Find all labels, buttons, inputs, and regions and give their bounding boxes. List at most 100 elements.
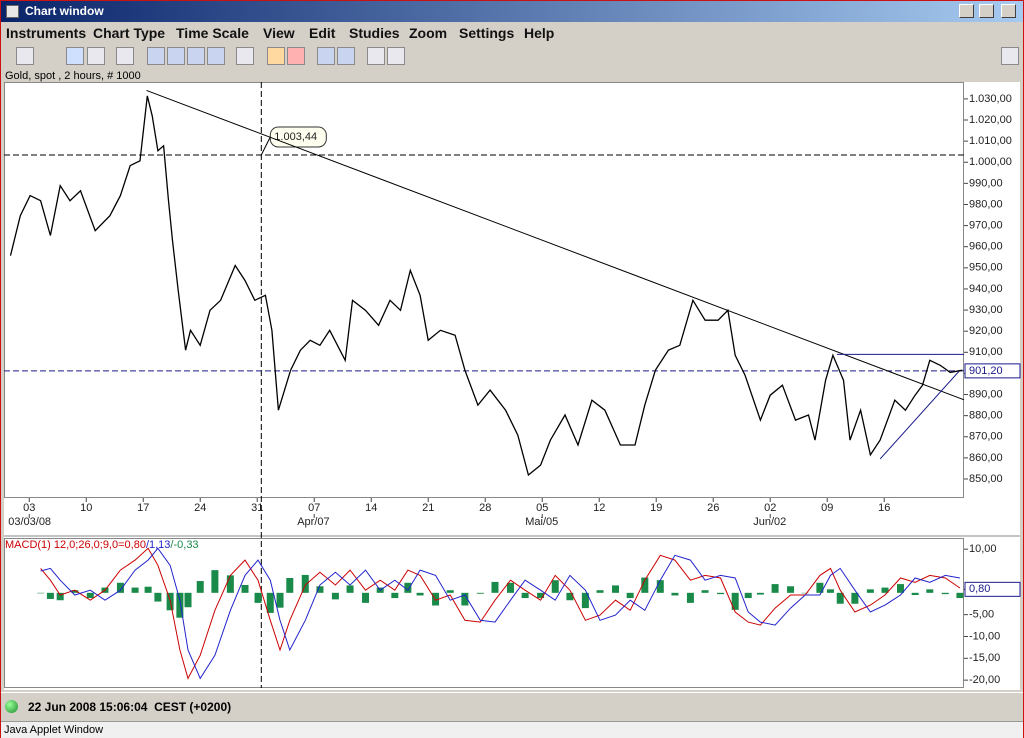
status-datetime: 22 Jun 2008 15:06:04 [28, 700, 148, 714]
histogram-bar [881, 587, 889, 593]
footer: Java Applet Window [1, 721, 1023, 738]
y-tick-label: 970,00 [969, 220, 1003, 232]
print-tool[interactable] [367, 47, 385, 65]
menu-item[interactable]: View [263, 25, 295, 41]
current-value-label: 0,80 [969, 583, 990, 595]
x-tick-label: 02 [764, 502, 776, 514]
histogram-bar [896, 584, 904, 593]
histogram-bar [612, 585, 620, 593]
x-tick-label: 09 [821, 502, 833, 514]
macd-title-part: /1,13 [146, 539, 170, 551]
grid-tool[interactable] [317, 47, 335, 65]
histogram-bar [346, 585, 354, 593]
histogram-bar [301, 574, 309, 593]
histogram-bar [717, 592, 725, 595]
histogram-bar [641, 577, 649, 593]
histogram-bar [56, 592, 64, 601]
histogram-bar [71, 590, 79, 593]
menu-item[interactable]: Instruments [6, 25, 87, 41]
histogram-bar [184, 592, 192, 608]
histogram-bar [787, 586, 795, 593]
y-tick-label: 920,00 [969, 325, 1003, 337]
x-tick-label: 07 [308, 502, 320, 514]
status-timezone: CEST (+0200) [154, 700, 232, 714]
x-month-label: Mai/05 [525, 516, 558, 528]
close-button[interactable] [1001, 4, 1016, 18]
histogram-bar [581, 592, 589, 609]
draw-tool[interactable] [267, 47, 285, 65]
histogram-bar [731, 592, 739, 610]
histogram-bar [826, 589, 834, 593]
menu-item[interactable]: Studies [349, 25, 400, 41]
y-tick-label: 870,00 [969, 431, 1003, 443]
status-bar: 22 Jun 2008 15:06:04 CEST (+0200) [1, 692, 1023, 721]
minimize-button[interactable] [959, 4, 974, 18]
zoom-out-tool[interactable] [87, 47, 105, 65]
histogram-bar [446, 590, 454, 593]
x-tick-label: 31 [251, 502, 263, 514]
x-tick-label: 19 [650, 502, 662, 514]
x-tick-label: 16 [878, 502, 890, 514]
current-value-box [964, 363, 1021, 379]
histogram-bar [391, 592, 399, 599]
cursor-tool[interactable] [337, 47, 355, 65]
histogram-bar [46, 592, 54, 599]
histogram-bar [771, 584, 779, 593]
y-tick-label: 990,00 [969, 177, 1003, 189]
histogram-bar [276, 592, 284, 608]
crosshair-tool[interactable] [16, 47, 34, 65]
histogram-bar [416, 592, 424, 596]
x-month-label: 03/03/08 [8, 516, 51, 528]
menu-item[interactable]: Edit [309, 25, 336, 41]
y-tick-label: 850,00 [969, 473, 1003, 485]
disabled-tool[interactable] [236, 47, 254, 65]
dock-tool[interactable] [1001, 47, 1019, 65]
y-tick-label: 1.010,00 [969, 135, 1012, 147]
histogram-bar [286, 577, 294, 593]
y-tick-label: 950,00 [969, 262, 1003, 274]
x-tick-label: 24 [194, 502, 206, 514]
x-month-label: Jun/02 [753, 516, 786, 528]
delete-drawings-tool[interactable] [287, 47, 305, 65]
x-tick-label: 14 [365, 502, 377, 514]
menu-item[interactable]: Zoom [409, 25, 448, 41]
scale-tool-1[interactable] [147, 47, 165, 65]
bar-tool[interactable] [116, 47, 134, 65]
y-tick-label: 10,00 [969, 543, 997, 555]
histogram-bar [956, 592, 964, 599]
histogram-bar [116, 582, 124, 593]
macd-panel-border [4, 538, 964, 688]
x-tick-label: 21 [422, 502, 434, 514]
histogram-bar [241, 584, 249, 593]
crosshair-pointer [260, 136, 271, 156]
y-tick-label: 880,00 [969, 410, 1003, 422]
histogram-bar [331, 592, 339, 600]
zoom-in-tool[interactable] [66, 47, 84, 65]
histogram-bar [836, 592, 844, 604]
x-tick-label: 12 [593, 502, 605, 514]
print-preview-tool[interactable] [387, 47, 405, 65]
x-tick-label: 10 [80, 502, 92, 514]
instrument-label: Gold, spot , 2 hours, # 1000 [5, 70, 141, 82]
window-icon [6, 5, 19, 18]
y-tick-label: 910,00 [969, 346, 1003, 358]
maximize-button[interactable] [979, 4, 994, 18]
histogram-bar [851, 592, 859, 604]
menu-item[interactable]: Time Scale [176, 25, 249, 41]
scale-tool-4[interactable] [207, 47, 225, 65]
histogram-bar [926, 589, 934, 593]
y-tick-label: 980,00 [969, 198, 1003, 210]
menu-item[interactable]: Help [524, 25, 555, 41]
menu-item[interactable]: Chart Type [93, 25, 166, 41]
crosshair-label: 1.003,44 [274, 131, 317, 143]
histogram-bar [816, 582, 824, 593]
status-time: 22 Jun 2008 15:06:04 CEST (+0200) [28, 700, 231, 714]
scale-tool-3[interactable] [187, 47, 205, 65]
x-tick-label: 05 [536, 502, 548, 514]
histogram-bar [551, 580, 559, 593]
menu-item[interactable]: Settings [459, 25, 515, 41]
scale-tool-2[interactable] [167, 47, 185, 65]
histogram-bar [461, 592, 469, 606]
y-tick-label: 930,00 [969, 304, 1003, 316]
window-title: Chart window [25, 4, 104, 18]
